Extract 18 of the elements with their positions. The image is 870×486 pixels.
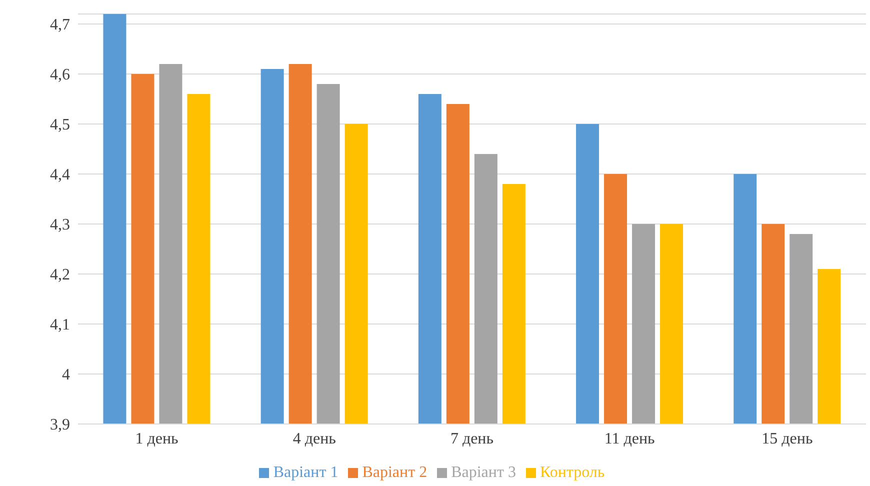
legend-label: Варіант 1 (273, 464, 338, 481)
x-tick-label: 15 день (762, 430, 813, 448)
y-tick-label: 4,6 (50, 66, 70, 84)
legend-label: Контроль (540, 464, 605, 481)
y-tick-label: 4,7 (50, 16, 70, 34)
x-tick-label: 7 день (450, 430, 494, 448)
legend-label: Варіант 3 (451, 464, 516, 481)
y-tick-label: 4,3 (50, 216, 70, 234)
y-tick-label: 4,1 (50, 316, 70, 334)
y-tick-label: 4,2 (50, 266, 70, 284)
x-tick-label: 4 день (292, 430, 336, 448)
y-tick-label: 4 (62, 366, 70, 384)
y-tick-label: 4,4 (50, 166, 70, 184)
x-tick-label: 1 день (135, 430, 178, 448)
y-tick-label: 4,5 (50, 116, 70, 134)
legend-label: Варіант 2 (362, 464, 428, 481)
x-tick-label: 11 день (604, 430, 655, 448)
y-tick-label: 3,9 (50, 416, 70, 434)
